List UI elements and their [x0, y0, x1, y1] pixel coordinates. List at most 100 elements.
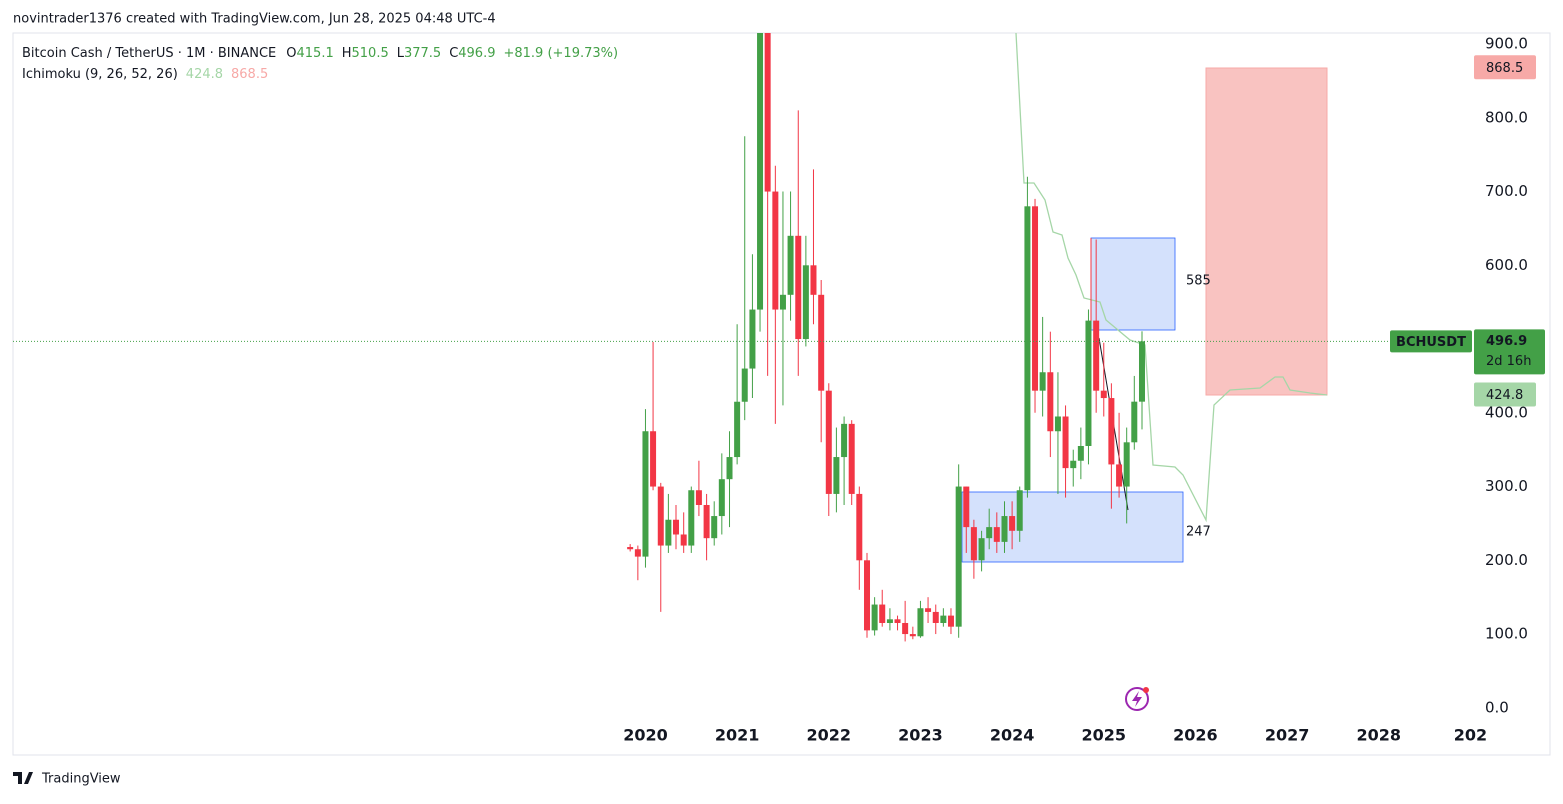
candle-body [772, 191, 779, 310]
candle-body [818, 294, 825, 391]
candle-body [1108, 398, 1115, 465]
candle-body [672, 519, 679, 535]
credit: novintrader1376 created with TradingView… [13, 12, 496, 27]
candle-body [787, 235, 794, 295]
candle-body [993, 527, 1000, 542]
candle-body [833, 457, 840, 494]
lightning-icon [1125, 687, 1149, 711]
candle-body [680, 534, 687, 546]
candle-body [1047, 372, 1054, 432]
candle-body [947, 615, 954, 627]
change: +81.9 (+19.73%) [503, 46, 618, 61]
ohlc-label: H [342, 46, 352, 61]
ohlc-label: L [397, 46, 405, 61]
y-tick-label: 700.0 [1485, 182, 1528, 200]
symbol-tag: BCHUSDT [1396, 335, 1466, 350]
candle-body [879, 604, 886, 623]
candle-body [741, 368, 748, 402]
indicator-header: Ichimoku (9, 26, 52, 26) 424.8 868.5 [22, 67, 268, 82]
candle-body [986, 527, 993, 539]
candle-body [810, 265, 817, 295]
plot-area [13, 33, 1475, 642]
candle-body [1001, 516, 1008, 542]
ohlc-value: 510.5 [352, 46, 389, 61]
indicator-tag-bg [1474, 55, 1536, 80]
countdown: 2d 16h [1486, 354, 1531, 369]
candle-body [978, 538, 985, 561]
candle-body [886, 619, 893, 623]
candle-body [1085, 320, 1092, 446]
candle-body [909, 634, 916, 637]
candle-body [970, 527, 977, 561]
candle-body [1016, 490, 1023, 531]
footer: TradingView [13, 772, 121, 787]
candle-body [917, 608, 924, 637]
candle-body [1100, 390, 1107, 399]
candle-body [902, 622, 909, 635]
candle-body [1116, 464, 1123, 487]
ohlc-value: 415.1 [297, 46, 334, 61]
y-tick-label: 0.0 [1485, 698, 1509, 716]
x-tick-label: 2025 [1082, 726, 1127, 745]
candle-body [1054, 416, 1061, 432]
candle-body [1039, 372, 1046, 391]
demand-zone [961, 491, 1184, 563]
candle-body [665, 519, 672, 546]
candle-body [848, 423, 855, 494]
x-tick-label: 2027 [1265, 726, 1310, 745]
candle-body [657, 486, 664, 546]
ohlc-label: O [286, 46, 296, 61]
ohlc-value: 377.5 [404, 46, 441, 61]
candle-body [894, 619, 901, 623]
y-tick-label: 200.0 [1485, 551, 1528, 569]
candle-body [764, 33, 771, 192]
candle-body [940, 615, 947, 623]
x-tick-label: 2020 [623, 726, 668, 745]
candle-body [1009, 516, 1016, 531]
brand: TradingView [41, 772, 121, 787]
price-tag: 496.9 [1486, 334, 1527, 349]
candle-body [841, 423, 848, 458]
candle-body [726, 457, 733, 480]
target-zone [1205, 67, 1328, 396]
candle-body [695, 490, 702, 505]
indicator-tag: 424.8 [1486, 388, 1523, 403]
x-tick-label: 2024 [990, 726, 1035, 745]
indicator-value: 868.5 [231, 67, 268, 82]
candle-body [688, 490, 695, 546]
legend-header: Bitcoin Cash / TetherUS · 1M · BINANCE O4… [22, 46, 618, 61]
indicator-value: 424.8 [186, 67, 223, 82]
candle-body [795, 235, 802, 340]
y-tick-label: 100.0 [1485, 625, 1528, 643]
candle-body [1077, 445, 1084, 461]
candle-body [955, 486, 962, 627]
candle-body [1032, 206, 1039, 391]
candle-body [627, 547, 634, 550]
price-tag-bg [1474, 329, 1545, 375]
candle-body [925, 608, 932, 612]
y-tick-label: 300.0 [1485, 477, 1528, 495]
candle-body [825, 390, 832, 494]
candle-body [1138, 341, 1145, 402]
ohlc-label: C [449, 46, 458, 61]
candle-body [1123, 442, 1130, 487]
candle-body [703, 504, 710, 539]
candle-body [1062, 416, 1069, 469]
candle-body [642, 431, 649, 557]
candle-body [757, 33, 764, 310]
ohlc-value: 496.9 [458, 46, 495, 61]
indicator-name: Ichimoku (9, 26, 52, 26) [22, 67, 178, 82]
annotation: 585 [1186, 274, 1211, 289]
y-tick-label: 600.0 [1485, 256, 1528, 274]
x-tick-label: 202 [1454, 726, 1487, 745]
candle-body [856, 493, 863, 561]
candle-body [802, 265, 809, 340]
indicator-tag-bg [1474, 382, 1536, 407]
supply-zone [1090, 237, 1176, 331]
candle-body [1131, 401, 1138, 443]
x-tick-label: 2028 [1356, 726, 1401, 745]
drawings [961, 33, 1328, 563]
chart-frame [12, 32, 1551, 756]
candle-body [749, 309, 756, 369]
